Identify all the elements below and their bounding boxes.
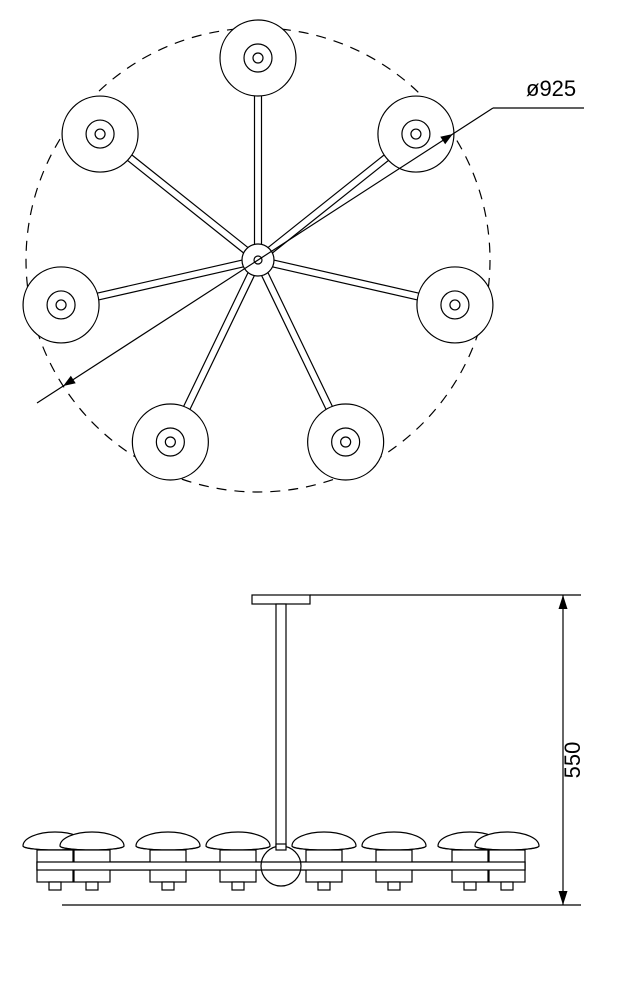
plan-head <box>132 404 208 480</box>
plan-head <box>308 404 384 480</box>
side-view <box>23 595 581 905</box>
plan-head <box>378 96 454 172</box>
plan-arm <box>268 154 390 253</box>
plan-head <box>62 96 138 172</box>
top-view <box>23 20 584 492</box>
stem <box>276 604 286 860</box>
plan-arm <box>95 260 243 300</box>
plan-arm <box>126 154 248 253</box>
diameter-arrow <box>63 376 76 386</box>
plan-arm <box>255 94 262 244</box>
plan-head <box>417 267 493 343</box>
plan-arm <box>273 260 421 300</box>
plan-head <box>220 20 296 96</box>
plan-head <box>23 267 99 343</box>
plan-arm <box>183 273 254 411</box>
side-head <box>292 832 356 890</box>
hub-ball <box>261 846 301 886</box>
plan-arm <box>262 273 333 411</box>
side-head <box>362 832 426 890</box>
ceiling-plate <box>252 595 310 604</box>
height-dimension-label: 550 <box>560 742 585 779</box>
dim-arrow <box>559 891 568 905</box>
side-head <box>206 832 270 890</box>
side-head <box>136 832 200 890</box>
diameter-dimension-label: ø925 <box>526 76 576 101</box>
dim-arrow <box>559 595 568 609</box>
technical-drawing: ø925 550 <box>0 0 624 983</box>
